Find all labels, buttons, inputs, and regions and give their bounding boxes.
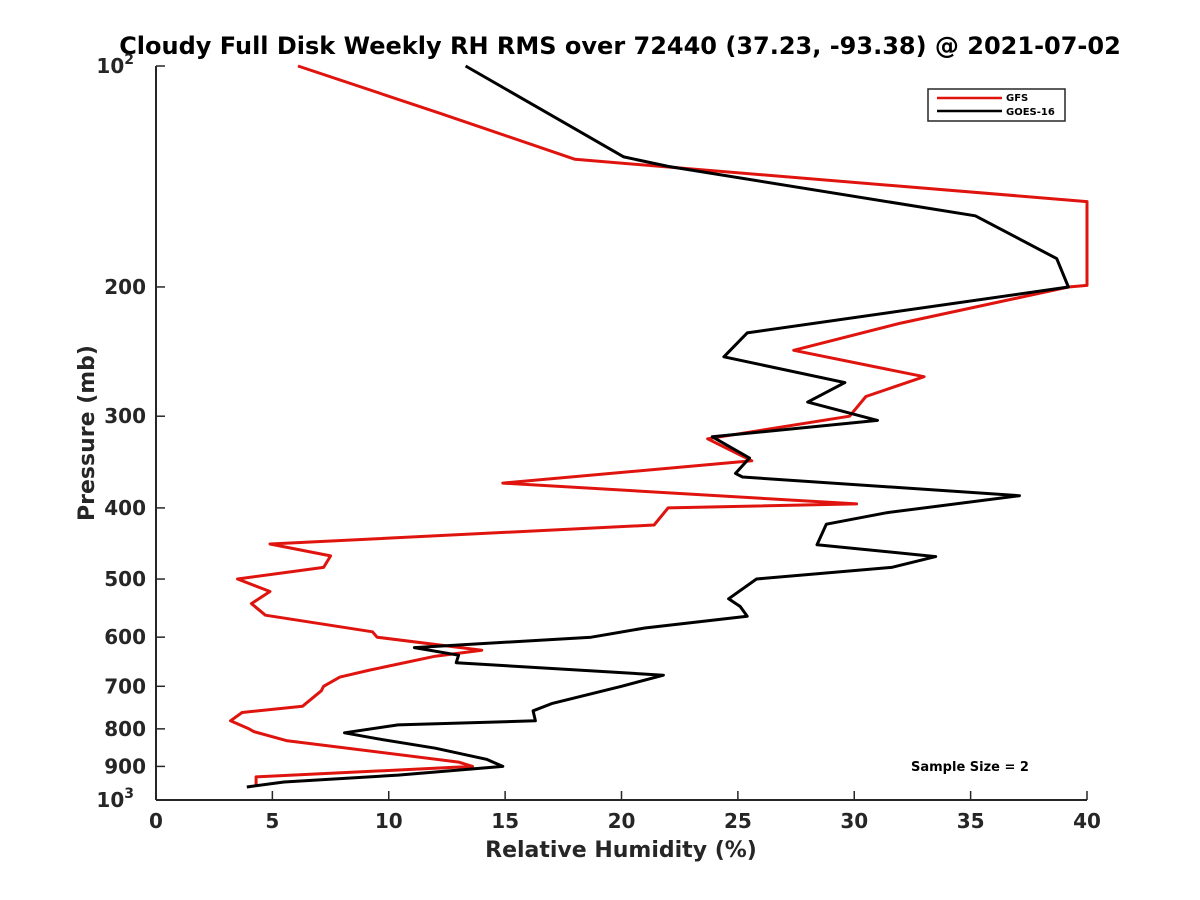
legend: GFS GOES-16 xyxy=(927,88,1066,122)
sample-size-annotation: Sample Size = 2 xyxy=(911,760,1029,775)
legend-label-goes16: GOES-16 xyxy=(1006,107,1055,118)
y-tick-label: 700 xyxy=(104,674,146,698)
x-tick-label: 35 xyxy=(957,809,985,833)
x-ticks: 0 5 10 15 20 25 30 35 40 xyxy=(149,791,1101,833)
x-tick-label: 30 xyxy=(840,809,868,833)
x-tick-label: 0 xyxy=(149,809,163,833)
x-tick-label: 10 xyxy=(375,809,403,833)
y-tick-label: 300 xyxy=(104,404,146,428)
x-tick-label: 25 xyxy=(724,809,752,833)
chart-title: Cloudy Full Disk Weekly RH RMS over 7244… xyxy=(119,32,1121,60)
legend-label-gfs: GFS xyxy=(1006,93,1028,104)
x-tick-label: 20 xyxy=(608,809,636,833)
y-tick-label: 103 xyxy=(96,786,134,812)
legend-box xyxy=(927,88,1066,122)
x-tick-label: 5 xyxy=(265,809,279,833)
y-ticks: 102 200 300 400 500 600 700 800 900 103 xyxy=(96,52,165,812)
x-tick-label: 15 xyxy=(491,809,519,833)
y-tick-label: 900 xyxy=(104,754,146,778)
y-tick-label: 800 xyxy=(104,717,146,741)
series-layer xyxy=(229,64,1089,789)
y-tick-label: 400 xyxy=(104,496,146,520)
y-tick-label: 600 xyxy=(104,625,146,649)
x-axis-label: Relative Humidity (%) xyxy=(485,838,757,863)
y-axis-label: Pressure (mb) xyxy=(75,345,100,521)
series-line-goes16 xyxy=(246,64,1070,789)
series-line-gfs xyxy=(229,64,1089,786)
y-tick-label: 500 xyxy=(104,567,146,591)
x-tick-label: 40 xyxy=(1073,809,1101,833)
y-tick-label: 200 xyxy=(104,275,146,299)
y-tick-label: 102 xyxy=(96,52,134,78)
